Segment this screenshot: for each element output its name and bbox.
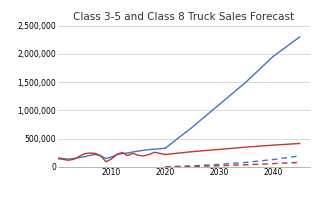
Legend: Class 3-5, Class 8, Tesla Delivery Truck, Tesla Semi: Class 3-5, Class 8, Tesla Delivery Truck… — [80, 213, 288, 214]
Title: Class 3-5 and Class 8 Truck Sales Forecast: Class 3-5 and Class 8 Truck Sales Foreca… — [73, 12, 295, 22]
